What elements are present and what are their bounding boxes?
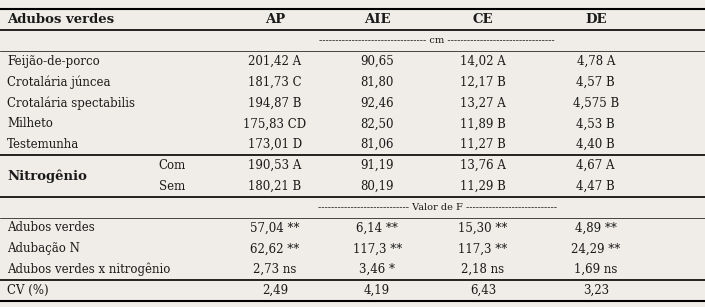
Text: 4,57 B: 4,57 B	[577, 76, 615, 89]
Text: 173,01 D: 173,01 D	[248, 138, 302, 151]
Text: 81,06: 81,06	[360, 138, 394, 151]
Text: 81,80: 81,80	[360, 76, 394, 89]
Text: 194,87 B: 194,87 B	[248, 96, 302, 110]
Text: 90,65: 90,65	[360, 55, 394, 68]
Text: Adubos verdes: Adubos verdes	[7, 221, 94, 235]
Text: 180,21 B: 180,21 B	[248, 180, 302, 193]
Text: 12,17 B: 12,17 B	[460, 76, 506, 89]
Text: 175,83 CD: 175,83 CD	[243, 117, 307, 130]
Text: AIE: AIE	[364, 13, 391, 26]
Text: 4,575 B: 4,575 B	[572, 96, 619, 110]
Text: 4,40 B: 4,40 B	[577, 138, 615, 151]
Text: 4,67 A: 4,67 A	[577, 159, 615, 172]
Text: CE: CE	[472, 13, 493, 26]
Text: 2,73 ns: 2,73 ns	[253, 263, 297, 276]
Text: --------------------------------- cm ---------------------------------: --------------------------------- cm ---…	[319, 36, 555, 45]
Text: 117,3 **: 117,3 **	[458, 242, 508, 255]
Text: 11,89 B: 11,89 B	[460, 117, 506, 130]
Text: Crotalária spectabilis: Crotalária spectabilis	[7, 96, 135, 110]
Text: Adubos verdes: Adubos verdes	[7, 13, 114, 26]
Text: Crotalária júncea: Crotalária júncea	[7, 76, 111, 89]
Text: 92,46: 92,46	[360, 96, 394, 110]
Text: 190,53 A: 190,53 A	[248, 159, 302, 172]
Text: 24,29 **: 24,29 **	[571, 242, 620, 255]
Text: 4,89 **: 4,89 **	[575, 221, 617, 235]
Text: 15,30 **: 15,30 **	[458, 221, 508, 235]
Text: ---------------------------- Valor de F ----------------------------: ---------------------------- Valor de F …	[317, 203, 557, 212]
Text: 62,62 **: 62,62 **	[250, 242, 300, 255]
Text: 201,42 A: 201,42 A	[248, 55, 302, 68]
Text: 11,27 B: 11,27 B	[460, 138, 506, 151]
Text: Adubos verdes x nitrogênio: Adubos verdes x nitrogênio	[7, 263, 171, 276]
Text: 2,18 ns: 2,18 ns	[461, 263, 505, 276]
Text: 1,69 ns: 1,69 ns	[574, 263, 618, 276]
Text: 14,02 A: 14,02 A	[460, 55, 505, 68]
Text: 2,49: 2,49	[262, 284, 288, 297]
Text: 3,23: 3,23	[582, 284, 609, 297]
Text: 4,53 B: 4,53 B	[577, 117, 615, 130]
Text: 181,73 C: 181,73 C	[248, 76, 302, 89]
Text: 6,43: 6,43	[470, 284, 496, 297]
Text: Nitrogênio: Nitrogênio	[7, 169, 87, 183]
Text: 6,14 **: 6,14 **	[356, 221, 398, 235]
Text: 11,29 B: 11,29 B	[460, 180, 506, 193]
Text: Sem: Sem	[159, 180, 185, 193]
Text: 91,19: 91,19	[360, 159, 394, 172]
Text: 82,50: 82,50	[360, 117, 394, 130]
Text: Com: Com	[159, 159, 186, 172]
Text: DE: DE	[585, 13, 606, 26]
Text: CV (%): CV (%)	[7, 284, 49, 297]
Text: Testemunha: Testemunha	[7, 138, 79, 151]
Text: 13,76 A: 13,76 A	[460, 159, 506, 172]
Text: AP: AP	[265, 13, 285, 26]
Text: 4,47 B: 4,47 B	[577, 180, 615, 193]
Text: 57,04 **: 57,04 **	[250, 221, 300, 235]
Text: Adubação N: Adubação N	[7, 242, 80, 255]
Text: 117,3 **: 117,3 **	[352, 242, 402, 255]
Text: 4,19: 4,19	[364, 284, 391, 297]
Text: 3,46 *: 3,46 *	[359, 263, 396, 276]
Text: Milheto: Milheto	[7, 117, 53, 130]
Text: 4,78 A: 4,78 A	[577, 55, 615, 68]
Text: Feijão-de-porco: Feijão-de-porco	[7, 55, 100, 68]
Text: 80,19: 80,19	[360, 180, 394, 193]
Text: 13,27 A: 13,27 A	[460, 96, 505, 110]
